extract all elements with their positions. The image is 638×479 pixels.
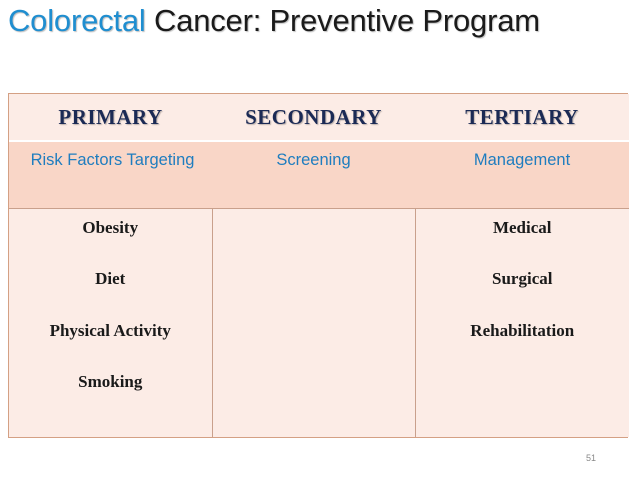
title-rest: Cancer: Preventive Program	[145, 3, 540, 38]
title-accent: Colorectal	[8, 3, 146, 38]
tertiary-cell: Medical Surgical Rehabilitation	[415, 207, 629, 437]
header-primary: PRIMARY	[58, 104, 163, 129]
page-number: 51	[586, 453, 597, 463]
primary-item: Obesity	[82, 217, 139, 237]
header-tertiary: TERTIARY	[465, 104, 579, 129]
table-header-row: PRIMARY SECONDARY TERTIARY	[9, 94, 629, 141]
prevention-table: PRIMARY SECONDARY TERTIARY Risk Factors …	[8, 93, 629, 438]
slide-title: Colorectal Cancer: Preventive Program	[8, 2, 628, 39]
subheader-primary: Risk Factors Targeting	[30, 151, 195, 169]
tertiary-item: Rehabilitation	[470, 320, 575, 340]
subheader-secondary: Screening	[276, 151, 351, 169]
table-body-row: Obesity Diet Physical Activity Smoking M…	[9, 207, 629, 437]
secondary-cell	[211, 207, 416, 437]
primary-item: Smoking	[78, 372, 143, 391]
table-subheader-row: Risk Factors Targeting Screening Managem…	[9, 141, 629, 208]
header-secondary: SECONDARY	[245, 104, 382, 129]
tertiary-item: Medical	[492, 217, 552, 237]
primary-item: Diet	[95, 269, 126, 288]
subheader-tertiary: Management	[473, 151, 571, 169]
primary-cell: Obesity Diet Physical Activity Smoking	[9, 207, 212, 437]
primary-item: Physical Activity	[49, 320, 171, 340]
tertiary-item: Surgical	[492, 269, 553, 288]
